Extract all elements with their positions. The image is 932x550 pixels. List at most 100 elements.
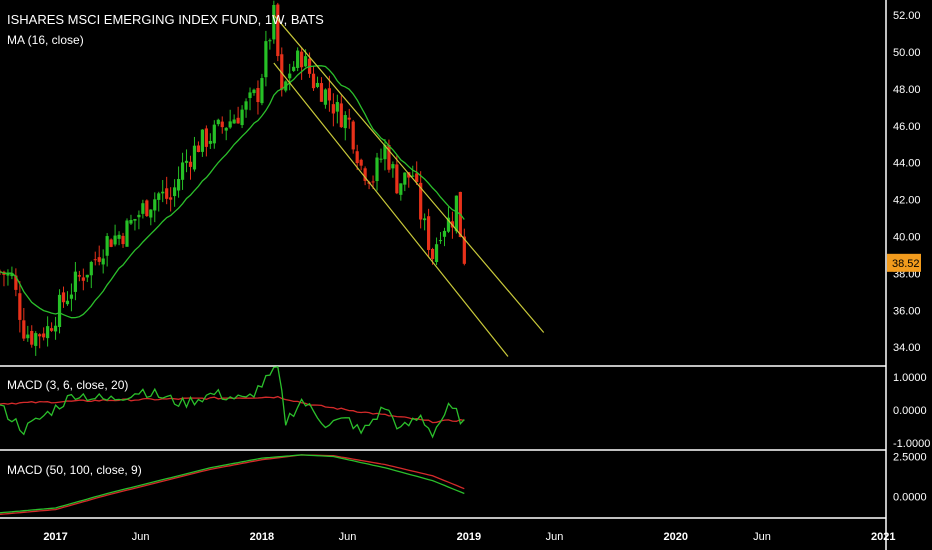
candle-body [375,157,379,182]
candle-body [423,218,427,221]
candle-body [73,271,78,292]
ma-line [0,65,465,319]
candle-body [331,104,335,114]
candle-body [427,216,431,250]
last-price-badge [887,253,921,272]
candle-body [272,4,276,40]
candle-body [430,248,435,259]
candle-body [327,88,331,101]
trend-channel [273,14,545,357]
candle-body [244,101,248,110]
candle-body [315,82,320,87]
trendline[interactable] [273,14,545,333]
candle-body [137,214,141,218]
candle-body [260,78,264,104]
candle-body [117,234,121,239]
candle-body [311,73,316,89]
candle-body [101,258,105,265]
price-axis-ticks: 52.0050.0048.0046.0044.0042.0040.0038.00… [893,10,921,354]
candle-body [216,119,220,125]
candle-body [30,330,34,345]
candle-body [93,259,97,261]
macd-slow-signal-line [0,454,465,516]
time-tick-label: 2019 [457,531,481,543]
candle-body [133,218,137,221]
price-tick-label: 52.00 [893,10,921,22]
candle-body [339,103,343,128]
candle-body [371,181,375,183]
macd-slow-tick-label: 0.0000 [893,492,927,504]
candle-body [264,41,268,78]
candle-body [296,50,300,68]
ma-indicator-label: MA (16, close) [7,33,84,47]
candle-body [157,193,161,200]
candle-body [200,129,204,152]
time-tick-label: Jun [339,531,357,543]
candle-body [77,275,81,277]
price-tick-label: 36.00 [893,305,921,317]
price-tick-label: 46.00 [893,121,921,133]
candle-body [300,51,304,68]
price-tick-label: 48.00 [893,84,921,96]
candle-body [232,119,236,124]
candle-body [161,191,165,194]
candle-body [387,144,391,170]
candle-body [149,209,153,218]
candle-body [343,115,347,129]
candle-body [208,140,212,144]
candle-body [323,89,328,105]
candle-body [411,175,415,177]
candle-body [129,220,133,224]
candle-body [347,117,351,120]
macd-fast-axis-ticks: 1.0000 0.0000 -1.0000 [893,372,930,450]
candle-body [42,333,46,338]
candle-body [407,172,411,178]
candle-body [125,220,129,247]
candle-body [268,40,272,42]
time-tick-label: 2018 [250,531,274,543]
candle-body [192,145,197,170]
candle-body [212,124,216,144]
macd-fast-tick-label: -1.0000 [893,438,930,450]
time-tick-label: Jun [753,531,771,543]
candle-body [438,240,443,242]
candle-body [69,294,74,299]
candle-body [61,292,66,303]
candle-body [34,333,38,346]
candle-body [228,121,232,128]
candle-body [351,121,355,150]
time-tick-label: 2017 [43,531,67,543]
candle-body [303,56,308,67]
macd-slow-label: MACD (50, 100, close, 9) [7,463,142,477]
candle-body [462,236,466,264]
candle-body [256,88,260,103]
price-tick-label: 42.00 [893,195,921,207]
candle-body [169,197,173,200]
candle-body [224,127,228,131]
candle-body [89,261,93,276]
macd-fast-label: MACD (3, 6, close, 20) [7,378,128,392]
trendline[interactable] [273,62,509,357]
candle-body [109,239,113,247]
macd-slow-axis-ticks: 2.5000 0.0000 [893,452,927,504]
candle-body [280,54,284,90]
candle-body [379,158,383,160]
macd-slow-line [0,454,465,514]
candle-body [276,4,280,57]
candle-body [383,144,387,160]
candle-body [454,195,458,232]
price-tick-label: 34.00 [893,342,921,354]
candle-body [85,274,89,278]
candle-body [288,73,292,79]
candle-body [53,325,58,332]
candle-body [46,326,50,339]
candle-body [38,334,42,337]
candle-body [391,164,395,169]
candle-body [81,277,85,281]
candle-body [240,109,244,126]
candle-body [113,235,117,245]
time-axis[interactable]: 2017 Jun 2018 Jun 2019 Jun 2020 Jun 2021 [43,531,895,543]
candle-body [236,117,240,124]
